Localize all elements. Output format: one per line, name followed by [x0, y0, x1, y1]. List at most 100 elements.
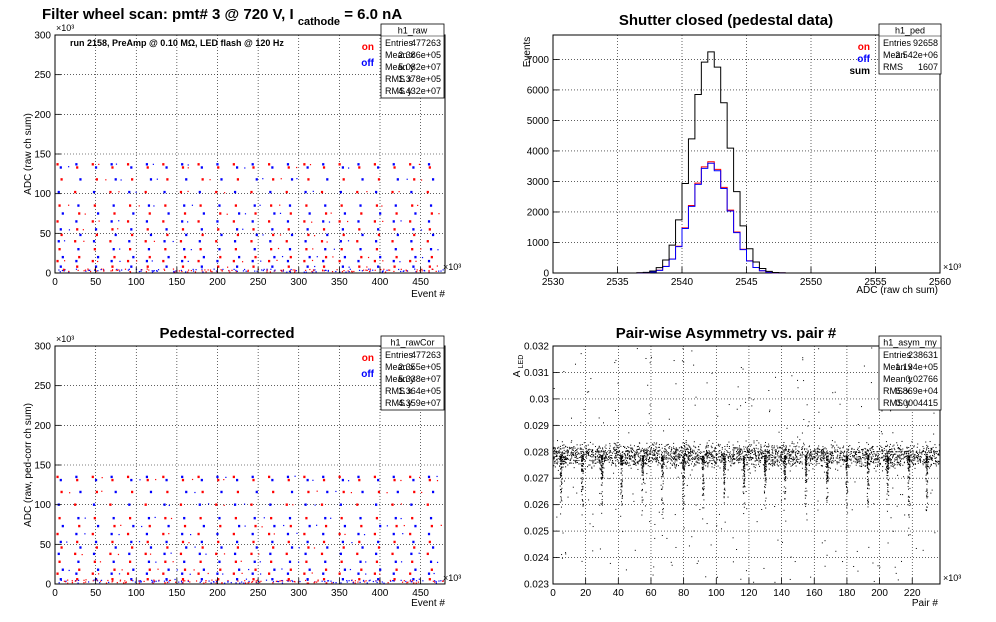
- data-point: [786, 463, 788, 465]
- data-point: [252, 228, 255, 231]
- data-point: [281, 255, 284, 258]
- data-point: [585, 445, 587, 447]
- data-point: [723, 502, 725, 504]
- data-point: [865, 457, 867, 459]
- data-point: [96, 255, 100, 259]
- data-point: [602, 476, 604, 478]
- stats-value: 92658: [913, 38, 938, 48]
- data-point: [872, 462, 874, 464]
- data-point: [765, 458, 767, 460]
- data-point: [723, 465, 725, 467]
- data-point: [59, 228, 62, 231]
- data-point: [780, 456, 782, 458]
- data-point: [581, 469, 583, 471]
- data-point: [641, 514, 643, 516]
- data-point: [393, 265, 396, 268]
- data-point: [151, 270, 153, 272]
- data-point: [819, 458, 821, 460]
- data-point: [653, 452, 655, 454]
- data-point: [683, 455, 685, 457]
- data-point: [634, 458, 636, 460]
- data-point: [637, 445, 639, 447]
- data-point: [643, 465, 645, 467]
- data-point: [166, 178, 169, 181]
- data-point: [795, 452, 797, 454]
- data-point: [592, 461, 594, 463]
- data-point: [832, 452, 834, 454]
- data-point: [324, 568, 328, 571]
- data-point: [656, 450, 658, 452]
- data-point: [326, 490, 329, 494]
- data-point: [719, 456, 721, 458]
- data-point: [601, 471, 603, 473]
- histograms: [553, 51, 940, 274]
- data-point: [223, 504, 225, 506]
- data-point: [858, 442, 860, 444]
- data-point: [816, 463, 818, 465]
- data-point: [782, 461, 784, 463]
- data-point: [832, 457, 834, 459]
- data-point: [379, 573, 381, 575]
- data-point: [347, 220, 349, 223]
- data-point: [114, 490, 117, 494]
- data-point: [768, 468, 770, 470]
- data-point: [315, 271, 317, 273]
- data-point: [596, 449, 598, 451]
- axis-ticks: 0 50 100 150 200 250 300 350 400 4500501001502002…: [34, 342, 429, 600]
- data-point: [709, 460, 711, 462]
- data-point: [768, 455, 770, 457]
- data-point: [179, 552, 183, 556]
- data-point: [392, 532, 395, 536]
- data-point: [682, 483, 684, 485]
- data-point: [686, 454, 688, 456]
- data-point: [128, 204, 132, 207]
- data-point: [592, 449, 594, 451]
- data-point: [835, 468, 837, 470]
- data-point: [848, 466, 850, 468]
- data-point: [244, 582, 247, 584]
- data-point: [219, 524, 222, 528]
- data-point: [892, 462, 894, 464]
- data-point: [232, 163, 235, 166]
- data-point: [438, 270, 440, 272]
- data-point: [836, 457, 838, 459]
- data-point: [873, 461, 875, 463]
- data-point: [433, 572, 435, 575]
- data-point: [340, 204, 343, 207]
- data-point: [394, 204, 397, 207]
- data-point: [711, 455, 713, 457]
- data-point: [343, 255, 347, 259]
- y-tick-label: 200: [34, 421, 51, 432]
- data-point: [739, 461, 741, 463]
- data-point: [369, 579, 371, 581]
- data-point: [827, 460, 829, 462]
- data-point: [928, 461, 930, 463]
- data-point: [615, 444, 617, 446]
- data-point: [662, 503, 664, 505]
- data-point: [723, 477, 725, 479]
- data-point: [702, 482, 704, 484]
- data-point: [581, 477, 583, 479]
- data-point: [742, 475, 744, 477]
- data-point: [199, 248, 202, 251]
- data-point: [764, 449, 766, 451]
- data-point: [575, 462, 577, 464]
- data-point: [421, 256, 424, 259]
- data-point: [723, 497, 725, 499]
- data-point: [695, 452, 697, 454]
- data-point: [586, 457, 588, 459]
- data-point: [143, 580, 145, 583]
- data-point: [59, 166, 62, 169]
- data-point: [289, 580, 291, 582]
- data-point: [163, 503, 166, 506]
- data-point: [287, 540, 290, 544]
- data-point: [570, 453, 572, 455]
- data-point: [725, 461, 727, 463]
- data-point: [620, 454, 622, 456]
- data-point: [862, 452, 864, 454]
- data-point: [636, 446, 638, 448]
- data-point: [765, 467, 767, 469]
- data-point: [743, 459, 745, 461]
- data-point: [236, 540, 239, 544]
- data-point: [695, 456, 697, 458]
